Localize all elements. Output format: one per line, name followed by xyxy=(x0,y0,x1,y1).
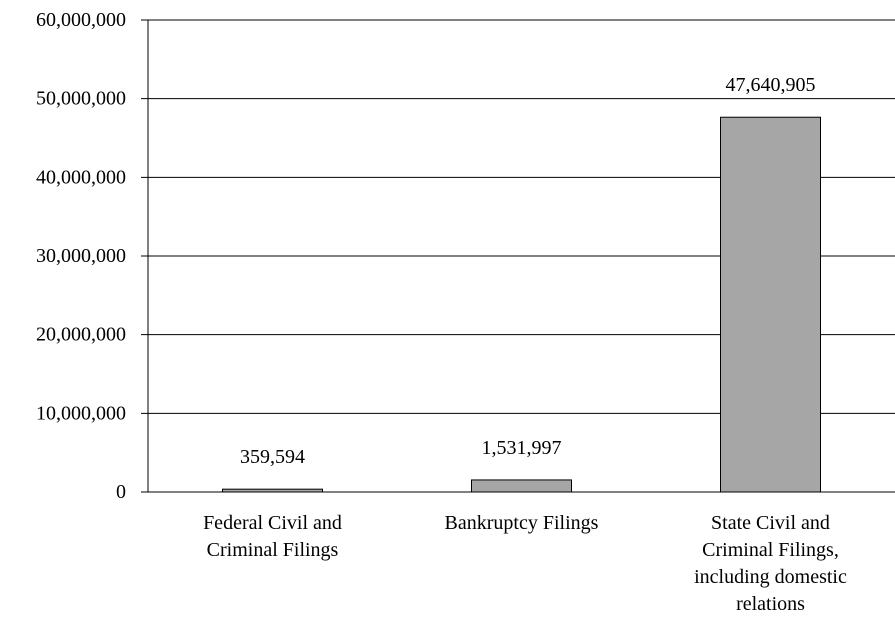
data-label: 47,640,905 xyxy=(726,74,816,96)
x-axis-labels: Federal Civil and Criminal Filings Bankrup… xyxy=(203,512,847,615)
data-labels: 359,594 1,531,997 47,640,905 xyxy=(240,74,816,468)
x-category-label: Federal Civil and xyxy=(203,512,342,534)
x-category-label: State Civil and xyxy=(711,512,830,534)
data-label: 359,594 xyxy=(240,446,305,468)
gridlines xyxy=(141,19,895,493)
y-tick-label: 30,000,000 xyxy=(36,245,126,267)
y-tick-label: 0 xyxy=(116,481,126,503)
y-tick-label: 50,000,000 xyxy=(36,88,126,110)
y-tick-label: 40,000,000 xyxy=(36,166,126,188)
bars xyxy=(222,116,821,493)
x-category-label: Bankruptcy Filings xyxy=(445,512,599,534)
y-tick-label: 60,000,000 xyxy=(36,9,126,31)
y-axis: 0 10,000,000 20,000,000 30,000,000 40,000,00… xyxy=(36,9,149,503)
x-category-label: relations xyxy=(736,593,805,615)
x-category-label: Criminal Filings xyxy=(207,539,339,561)
bar xyxy=(471,479,572,493)
bar xyxy=(720,116,821,493)
x-category-label: Criminal Filings, xyxy=(702,539,839,561)
x-category-label: including domestic xyxy=(694,566,847,588)
data-label: 1,531,997 xyxy=(482,437,562,459)
y-tick-label: 20,000,000 xyxy=(36,324,126,346)
y-tick-label: 10,000,000 xyxy=(36,402,126,424)
bar xyxy=(222,488,323,493)
